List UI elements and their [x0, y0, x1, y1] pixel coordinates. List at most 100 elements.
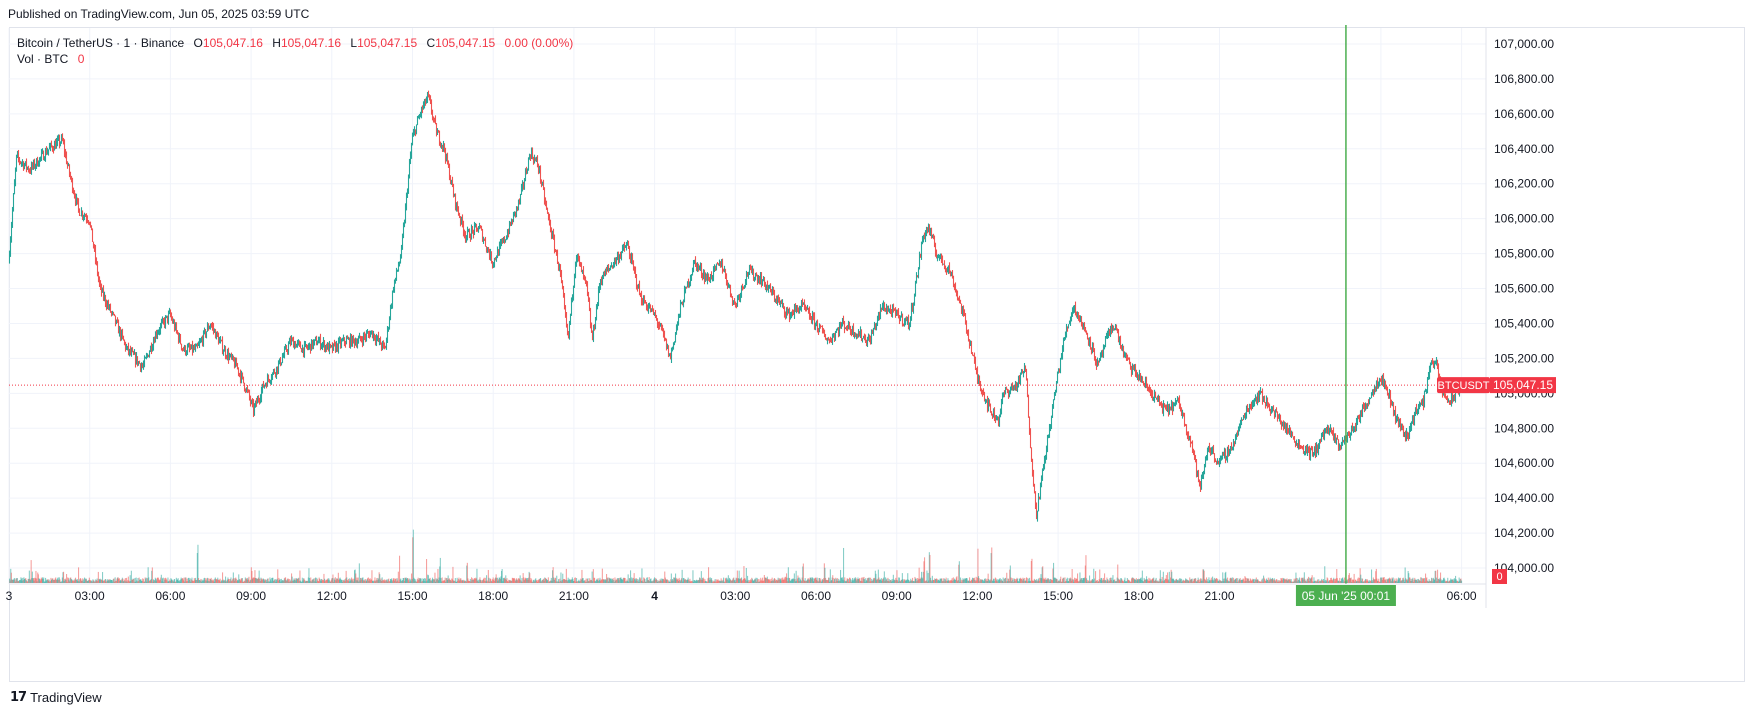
volume-bar [1096, 580, 1098, 583]
volume-bar [589, 578, 591, 583]
volume-bar [376, 580, 378, 583]
volume-bar [1221, 580, 1223, 583]
volume-bar [1257, 579, 1259, 583]
volume-bar [1335, 579, 1337, 583]
volume-bar [1197, 580, 1199, 583]
volume-bar [1101, 580, 1103, 583]
volume-bar [1233, 577, 1235, 583]
volume-bar [1155, 579, 1157, 583]
volume-bar [338, 580, 340, 583]
volume-bar [961, 581, 963, 583]
volume-bar [297, 578, 299, 583]
volume-bar [124, 578, 126, 583]
volume-bar [972, 578, 974, 583]
volume-bar [291, 573, 293, 583]
volume-bar [140, 579, 142, 583]
volume-bar [1276, 581, 1278, 583]
volume-bar [157, 577, 159, 583]
volume-bar [389, 580, 391, 583]
volume-bar [595, 581, 597, 583]
volume-bar [738, 578, 740, 583]
volume-bar [818, 577, 820, 583]
volume-bar [976, 580, 978, 583]
volume-bar [1039, 577, 1041, 583]
volume-bar [859, 577, 861, 583]
volume-bar [621, 579, 623, 583]
volume-bar [1047, 578, 1049, 583]
legend-high: 105,047.16 [280, 36, 342, 50]
volume-bar [319, 579, 321, 583]
volume-bar [481, 581, 483, 583]
volume-bar [666, 579, 668, 583]
volume-bar [1240, 579, 1242, 583]
volume-bar [81, 580, 83, 583]
volume-bar [200, 578, 202, 583]
volume-bar [624, 578, 626, 583]
volume-bar [194, 579, 196, 583]
volume-bar [1026, 577, 1028, 583]
volume-bar [129, 575, 131, 583]
volume-bar [1394, 578, 1396, 583]
volume-bar [1438, 579, 1440, 583]
volume-bar [936, 578, 938, 583]
volume-bar [436, 578, 438, 583]
volume-bar [1125, 580, 1127, 583]
volume-bar [41, 578, 43, 583]
volume-bar [1334, 581, 1336, 583]
volume-bar [93, 581, 95, 583]
volume-bar [10, 572, 12, 583]
volume-bar [135, 577, 137, 583]
volume-bar [207, 580, 209, 583]
volume-bar [1184, 580, 1186, 583]
volume-bar [622, 577, 624, 583]
volume-bar [1045, 579, 1047, 583]
volume-bar [344, 581, 346, 583]
volume-bar [685, 580, 687, 583]
volume-bar [973, 578, 975, 583]
volume-bar [240, 578, 242, 583]
volume-bar [919, 578, 921, 583]
volume-bar [98, 579, 100, 583]
volume-bar [1096, 580, 1098, 583]
volume-bar [1248, 580, 1250, 583]
volume-bar [546, 578, 548, 583]
volume-bar [1455, 575, 1457, 583]
volume-bar [479, 577, 481, 583]
volume-bar [1114, 579, 1116, 583]
volume-bar [1336, 569, 1338, 583]
volume-bar [1346, 581, 1348, 583]
volume-bar [1386, 581, 1388, 583]
volume-bar [976, 577, 978, 583]
volume-bar [452, 566, 454, 583]
volume-bar [813, 581, 815, 583]
volume-bar [638, 581, 640, 583]
volume-bar [916, 581, 918, 583]
volume-bar [724, 581, 726, 583]
volume-bar [1061, 581, 1063, 583]
volume-bar [670, 579, 672, 583]
volume-bar [449, 579, 451, 583]
volume-bar [967, 580, 969, 583]
volume-bar [1374, 579, 1376, 583]
volume-bar [1445, 581, 1447, 583]
volume-bar [681, 578, 683, 583]
volume-bar [57, 578, 59, 583]
volume-bar [966, 578, 968, 583]
volume-bar [1293, 578, 1295, 583]
volume-bar [557, 581, 559, 583]
volume-bar [538, 579, 540, 583]
volume-bar [347, 580, 349, 583]
volume-bar [427, 575, 429, 583]
volume-bar [1174, 580, 1176, 583]
volume-bar [1239, 577, 1241, 583]
last-price-tag [1490, 377, 1556, 394]
volume-bar [786, 577, 788, 583]
volume-bar [161, 581, 163, 583]
volume-bar [333, 581, 335, 583]
volume-bar [73, 580, 75, 583]
volume-bar [223, 579, 225, 583]
volume-bar [1221, 581, 1223, 583]
volume-bar [829, 581, 831, 583]
volume-bar [1330, 578, 1332, 583]
